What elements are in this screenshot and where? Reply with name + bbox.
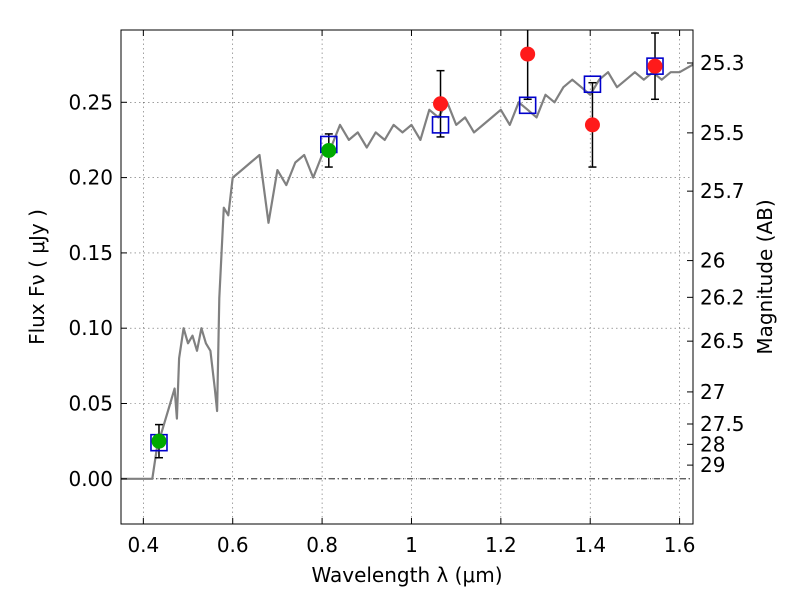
y-tick-label: 0.05 xyxy=(68,392,113,416)
model-sed-line xyxy=(121,63,694,480)
model-sed-curve xyxy=(121,63,694,480)
x-tick-label: 0.4 xyxy=(127,533,159,557)
green-data-point xyxy=(151,433,167,449)
magnitude-tick-label: 25.7 xyxy=(700,179,745,203)
y-tick-label: 0.25 xyxy=(68,90,113,114)
magnitude-tick-label: 25.5 xyxy=(700,121,745,145)
magnitude-tick-label: 29 xyxy=(700,453,725,477)
magnitude-tick-label: 26.2 xyxy=(700,285,745,309)
axis-ticks xyxy=(121,30,693,524)
plot-frame xyxy=(120,29,694,525)
magnitude-tick-label: 27.5 xyxy=(700,412,745,436)
x-tick-label: 1.2 xyxy=(485,533,517,557)
y-tick-label: 0.20 xyxy=(68,166,113,190)
green-data-point xyxy=(321,142,337,158)
y-tick-labels: 0.00 0.05 0.10 0.15 0.20 0.25 xyxy=(68,90,113,491)
model-photometry-square xyxy=(646,57,664,75)
y-tick-label: 0.15 xyxy=(68,241,113,265)
x-tick-label: 1.4 xyxy=(574,533,606,557)
x-tick-label: 0.6 xyxy=(217,533,249,557)
observed-markers xyxy=(151,46,663,449)
magnitude-tick-label: 26 xyxy=(700,249,725,273)
x-tick-label: 1.6 xyxy=(664,533,696,557)
x-tick-labels: 0.4 0.6 0.8 1 1.2 1.4 1.6 xyxy=(127,533,695,557)
model-photometry-markers xyxy=(150,57,664,452)
magnitude-tick-label: 28 xyxy=(700,432,725,456)
model-photometry-square xyxy=(431,116,450,134)
magnitude-tick-label: 26.5 xyxy=(700,329,745,353)
grid xyxy=(121,30,693,524)
red-data-point xyxy=(647,58,663,74)
error-bars xyxy=(154,30,660,459)
y-tick-label: 0.10 xyxy=(68,316,113,340)
red-data-point xyxy=(433,96,449,112)
x-tick-label: 0.8 xyxy=(306,533,338,557)
y-axis-label: Flux Fν ( μJy ) xyxy=(25,209,49,345)
x-tick-label: 1 xyxy=(405,533,418,557)
magnitude-tick-label: 25.3 xyxy=(700,51,745,75)
magnitude-axis-label: Magnitude (AB) xyxy=(753,199,777,354)
model-photometry-square xyxy=(518,96,537,115)
x-axis-label: Wavelength λ (μm) xyxy=(311,563,502,587)
red-data-point xyxy=(520,46,536,62)
magnitude-tick-label: 27 xyxy=(700,380,725,404)
model-photometry-square xyxy=(583,75,602,94)
y-tick-label: 0.00 xyxy=(68,467,113,491)
red-data-point xyxy=(584,117,600,133)
